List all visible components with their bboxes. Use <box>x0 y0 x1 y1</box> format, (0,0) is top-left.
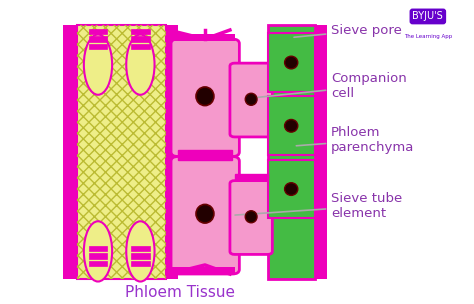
FancyBboxPatch shape <box>89 253 108 259</box>
Ellipse shape <box>245 211 257 223</box>
Ellipse shape <box>126 35 155 95</box>
FancyBboxPatch shape <box>268 26 315 278</box>
FancyBboxPatch shape <box>89 246 108 251</box>
Text: Companion
cell: Companion cell <box>256 72 407 100</box>
Ellipse shape <box>84 221 112 282</box>
FancyBboxPatch shape <box>131 29 150 34</box>
Ellipse shape <box>284 183 298 195</box>
FancyBboxPatch shape <box>268 160 315 218</box>
Ellipse shape <box>196 87 214 105</box>
FancyBboxPatch shape <box>89 36 108 42</box>
FancyBboxPatch shape <box>89 29 108 34</box>
FancyBboxPatch shape <box>230 181 273 254</box>
FancyBboxPatch shape <box>131 261 150 266</box>
FancyBboxPatch shape <box>178 150 232 160</box>
Text: Sieve pore: Sieve pore <box>294 23 402 37</box>
Text: BYJU'S: BYJU'S <box>412 12 443 22</box>
FancyBboxPatch shape <box>166 268 235 274</box>
FancyBboxPatch shape <box>230 63 273 137</box>
FancyBboxPatch shape <box>315 26 327 278</box>
FancyBboxPatch shape <box>89 44 108 49</box>
FancyBboxPatch shape <box>63 26 77 278</box>
FancyBboxPatch shape <box>131 44 150 49</box>
Ellipse shape <box>196 204 214 223</box>
FancyBboxPatch shape <box>235 174 268 179</box>
FancyBboxPatch shape <box>166 34 235 40</box>
FancyBboxPatch shape <box>171 157 239 274</box>
Ellipse shape <box>284 56 298 69</box>
Ellipse shape <box>284 119 298 132</box>
FancyBboxPatch shape <box>131 246 150 251</box>
FancyBboxPatch shape <box>166 26 178 278</box>
Ellipse shape <box>84 35 112 95</box>
Text: The Learning App: The Learning App <box>404 33 452 39</box>
Text: Phloem Tissue: Phloem Tissue <box>126 285 236 300</box>
FancyBboxPatch shape <box>89 261 108 266</box>
FancyBboxPatch shape <box>131 36 150 42</box>
Ellipse shape <box>126 221 155 282</box>
Text: Phloem
parenchyma: Phloem parenchyma <box>296 126 415 154</box>
FancyBboxPatch shape <box>131 253 150 259</box>
Text: Sieve tube
element: Sieve tube element <box>235 192 402 220</box>
FancyBboxPatch shape <box>268 96 315 155</box>
Ellipse shape <box>245 93 257 105</box>
FancyBboxPatch shape <box>77 26 166 278</box>
FancyBboxPatch shape <box>171 39 239 157</box>
FancyBboxPatch shape <box>268 33 315 92</box>
